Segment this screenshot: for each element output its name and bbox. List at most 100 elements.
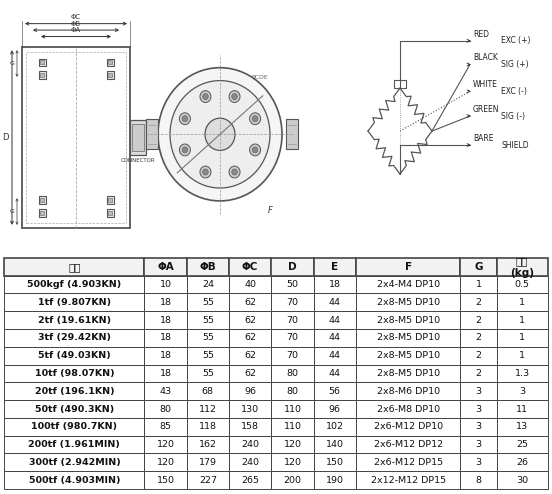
Bar bbox=[187, 293, 229, 311]
Circle shape bbox=[200, 91, 211, 102]
Bar bbox=[460, 453, 497, 471]
Text: 2: 2 bbox=[475, 316, 481, 325]
Text: 2x6-M12 DP15: 2x6-M12 DP15 bbox=[374, 458, 443, 467]
Text: 50tf (490.3KN): 50tf (490.3KN) bbox=[35, 405, 114, 413]
Bar bbox=[107, 72, 114, 79]
Bar bbox=[39, 59, 45, 66]
Text: 18: 18 bbox=[160, 316, 172, 325]
Circle shape bbox=[229, 91, 240, 102]
Bar bbox=[4, 258, 145, 276]
Text: EXC (+): EXC (+) bbox=[501, 37, 530, 45]
Bar bbox=[356, 365, 460, 382]
Text: 102: 102 bbox=[326, 422, 344, 431]
Text: 240: 240 bbox=[241, 440, 259, 449]
Bar bbox=[4, 276, 145, 293]
Text: 96: 96 bbox=[244, 387, 256, 396]
Bar bbox=[497, 453, 548, 471]
Bar bbox=[187, 471, 229, 489]
Bar bbox=[272, 293, 314, 311]
Bar bbox=[229, 400, 272, 418]
Bar bbox=[497, 365, 548, 382]
Circle shape bbox=[200, 166, 211, 178]
Bar bbox=[107, 59, 114, 66]
Bar bbox=[4, 400, 145, 418]
Text: ΦC: ΦC bbox=[71, 14, 81, 20]
Bar bbox=[108, 60, 112, 64]
Text: ΦB: ΦB bbox=[71, 21, 81, 27]
Text: 43: 43 bbox=[160, 387, 172, 396]
Bar bbox=[460, 418, 497, 436]
Text: 10tf (98.07KN): 10tf (98.07KN) bbox=[35, 369, 114, 378]
Text: 3: 3 bbox=[475, 405, 481, 413]
Bar bbox=[497, 418, 548, 436]
Bar bbox=[356, 329, 460, 347]
Text: 8: 8 bbox=[475, 476, 481, 485]
Text: 24: 24 bbox=[202, 280, 214, 289]
Text: E: E bbox=[331, 262, 338, 272]
Circle shape bbox=[250, 113, 261, 124]
Bar bbox=[460, 276, 497, 293]
Bar bbox=[4, 329, 145, 347]
Bar bbox=[314, 329, 356, 347]
Bar bbox=[4, 436, 145, 453]
Text: SIG (-): SIG (-) bbox=[501, 112, 525, 121]
Bar bbox=[229, 276, 272, 293]
Bar bbox=[26, 51, 126, 223]
Text: 3: 3 bbox=[519, 387, 525, 396]
Circle shape bbox=[250, 144, 261, 156]
Text: 1: 1 bbox=[519, 316, 525, 325]
Text: ΦB: ΦB bbox=[199, 262, 216, 272]
Text: 55: 55 bbox=[202, 369, 214, 378]
Text: 150: 150 bbox=[326, 458, 344, 467]
Bar bbox=[107, 209, 114, 216]
Text: 2x8-M5 DP10: 2x8-M5 DP10 bbox=[376, 298, 440, 307]
Text: SIG (+): SIG (+) bbox=[501, 60, 529, 69]
Bar bbox=[286, 119, 298, 149]
Text: 200tf (1.961MIN): 200tf (1.961MIN) bbox=[29, 440, 120, 449]
Text: 1: 1 bbox=[519, 298, 525, 307]
Text: F: F bbox=[268, 206, 273, 215]
Bar bbox=[394, 80, 406, 88]
Bar bbox=[356, 453, 460, 471]
Bar bbox=[4, 418, 145, 436]
Text: 96: 96 bbox=[329, 405, 341, 413]
Circle shape bbox=[179, 144, 190, 156]
Bar bbox=[187, 436, 229, 453]
Text: 162: 162 bbox=[199, 440, 217, 449]
Text: 30: 30 bbox=[516, 476, 528, 485]
Bar bbox=[229, 347, 272, 365]
Bar bbox=[132, 124, 144, 152]
Bar bbox=[460, 258, 497, 276]
Bar bbox=[39, 196, 45, 204]
Circle shape bbox=[203, 169, 208, 175]
Text: G: G bbox=[474, 262, 483, 272]
Bar bbox=[460, 400, 497, 418]
Bar bbox=[145, 365, 187, 382]
Bar bbox=[356, 400, 460, 418]
Bar bbox=[229, 453, 272, 471]
Bar bbox=[40, 211, 44, 214]
Bar bbox=[356, 258, 460, 276]
Bar bbox=[187, 311, 229, 329]
Bar bbox=[108, 198, 112, 202]
Text: 18: 18 bbox=[160, 333, 172, 342]
Text: 11: 11 bbox=[516, 405, 528, 413]
Bar bbox=[145, 471, 187, 489]
Text: 55: 55 bbox=[202, 316, 214, 325]
Text: 68: 68 bbox=[202, 387, 214, 396]
Text: 200: 200 bbox=[284, 476, 301, 485]
Text: 25: 25 bbox=[516, 440, 528, 449]
Text: 1: 1 bbox=[519, 351, 525, 360]
Bar bbox=[39, 209, 45, 216]
Bar bbox=[314, 347, 356, 365]
Bar bbox=[187, 418, 229, 436]
Bar bbox=[145, 400, 187, 418]
Bar bbox=[22, 47, 130, 228]
Bar bbox=[187, 365, 229, 382]
Bar bbox=[4, 293, 145, 311]
Text: WHITE: WHITE bbox=[473, 80, 498, 89]
Bar bbox=[40, 73, 44, 77]
Circle shape bbox=[252, 147, 258, 153]
Text: BLACK: BLACK bbox=[473, 53, 498, 62]
Bar bbox=[145, 436, 187, 453]
